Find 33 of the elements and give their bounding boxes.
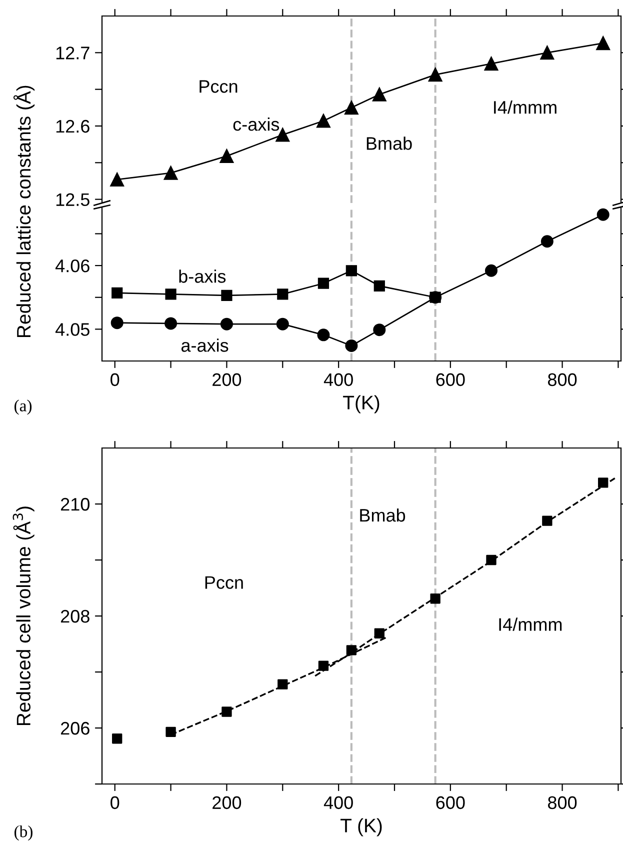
y-tick-label: 12.7: [56, 46, 90, 60]
y-axis-title: Reduced lattice constants (Å): [13, 86, 35, 338]
x-tick-label: 400: [324, 796, 353, 810]
y-tick-label: 206: [60, 722, 90, 735]
annotation: I4/mmm: [494, 100, 556, 114]
annotation: Pccn: [205, 576, 243, 589]
y-tick-label: 210: [60, 498, 90, 511]
x-tick-label: 800: [548, 373, 577, 386]
y-tick-label: 208: [60, 610, 90, 623]
x-tick-label: 0: [110, 373, 120, 386]
y-axis-title: Reduced cell volume (Å$^{3}$): [12, 506, 34, 726]
y-tick-label: 4.05: [55, 323, 90, 336]
annotation: I4/mmm: [499, 618, 562, 631]
y-tick-label: 12.6: [56, 120, 90, 133]
x-tick-label: 600: [436, 796, 465, 810]
y-tick-label: 12.5: [56, 193, 90, 206]
x-axis-title: T(K): [343, 395, 380, 414]
text: (a): [14, 400, 32, 415]
annotation: Bmab: [366, 136, 412, 150]
x-tick-label: 0: [110, 796, 120, 810]
annotation: Pccn: [200, 80, 238, 93]
annotation: Bmab: [360, 508, 406, 522]
annotation: c-axis: [233, 118, 280, 131]
annotation: b-axis: [179, 270, 226, 283]
y-tick-label: 4.06: [55, 259, 90, 272]
text: (b): [14, 826, 32, 841]
x-tick-label: 800: [548, 796, 577, 810]
x-tick-label: 200: [212, 796, 242, 810]
annotation: a-axis: [181, 338, 228, 352]
x-tick-label: 600: [436, 373, 465, 386]
x-tick-label: 400: [324, 373, 353, 386]
x-axis-title: T (K): [340, 818, 382, 836]
x-tick-label: 200: [212, 373, 242, 386]
